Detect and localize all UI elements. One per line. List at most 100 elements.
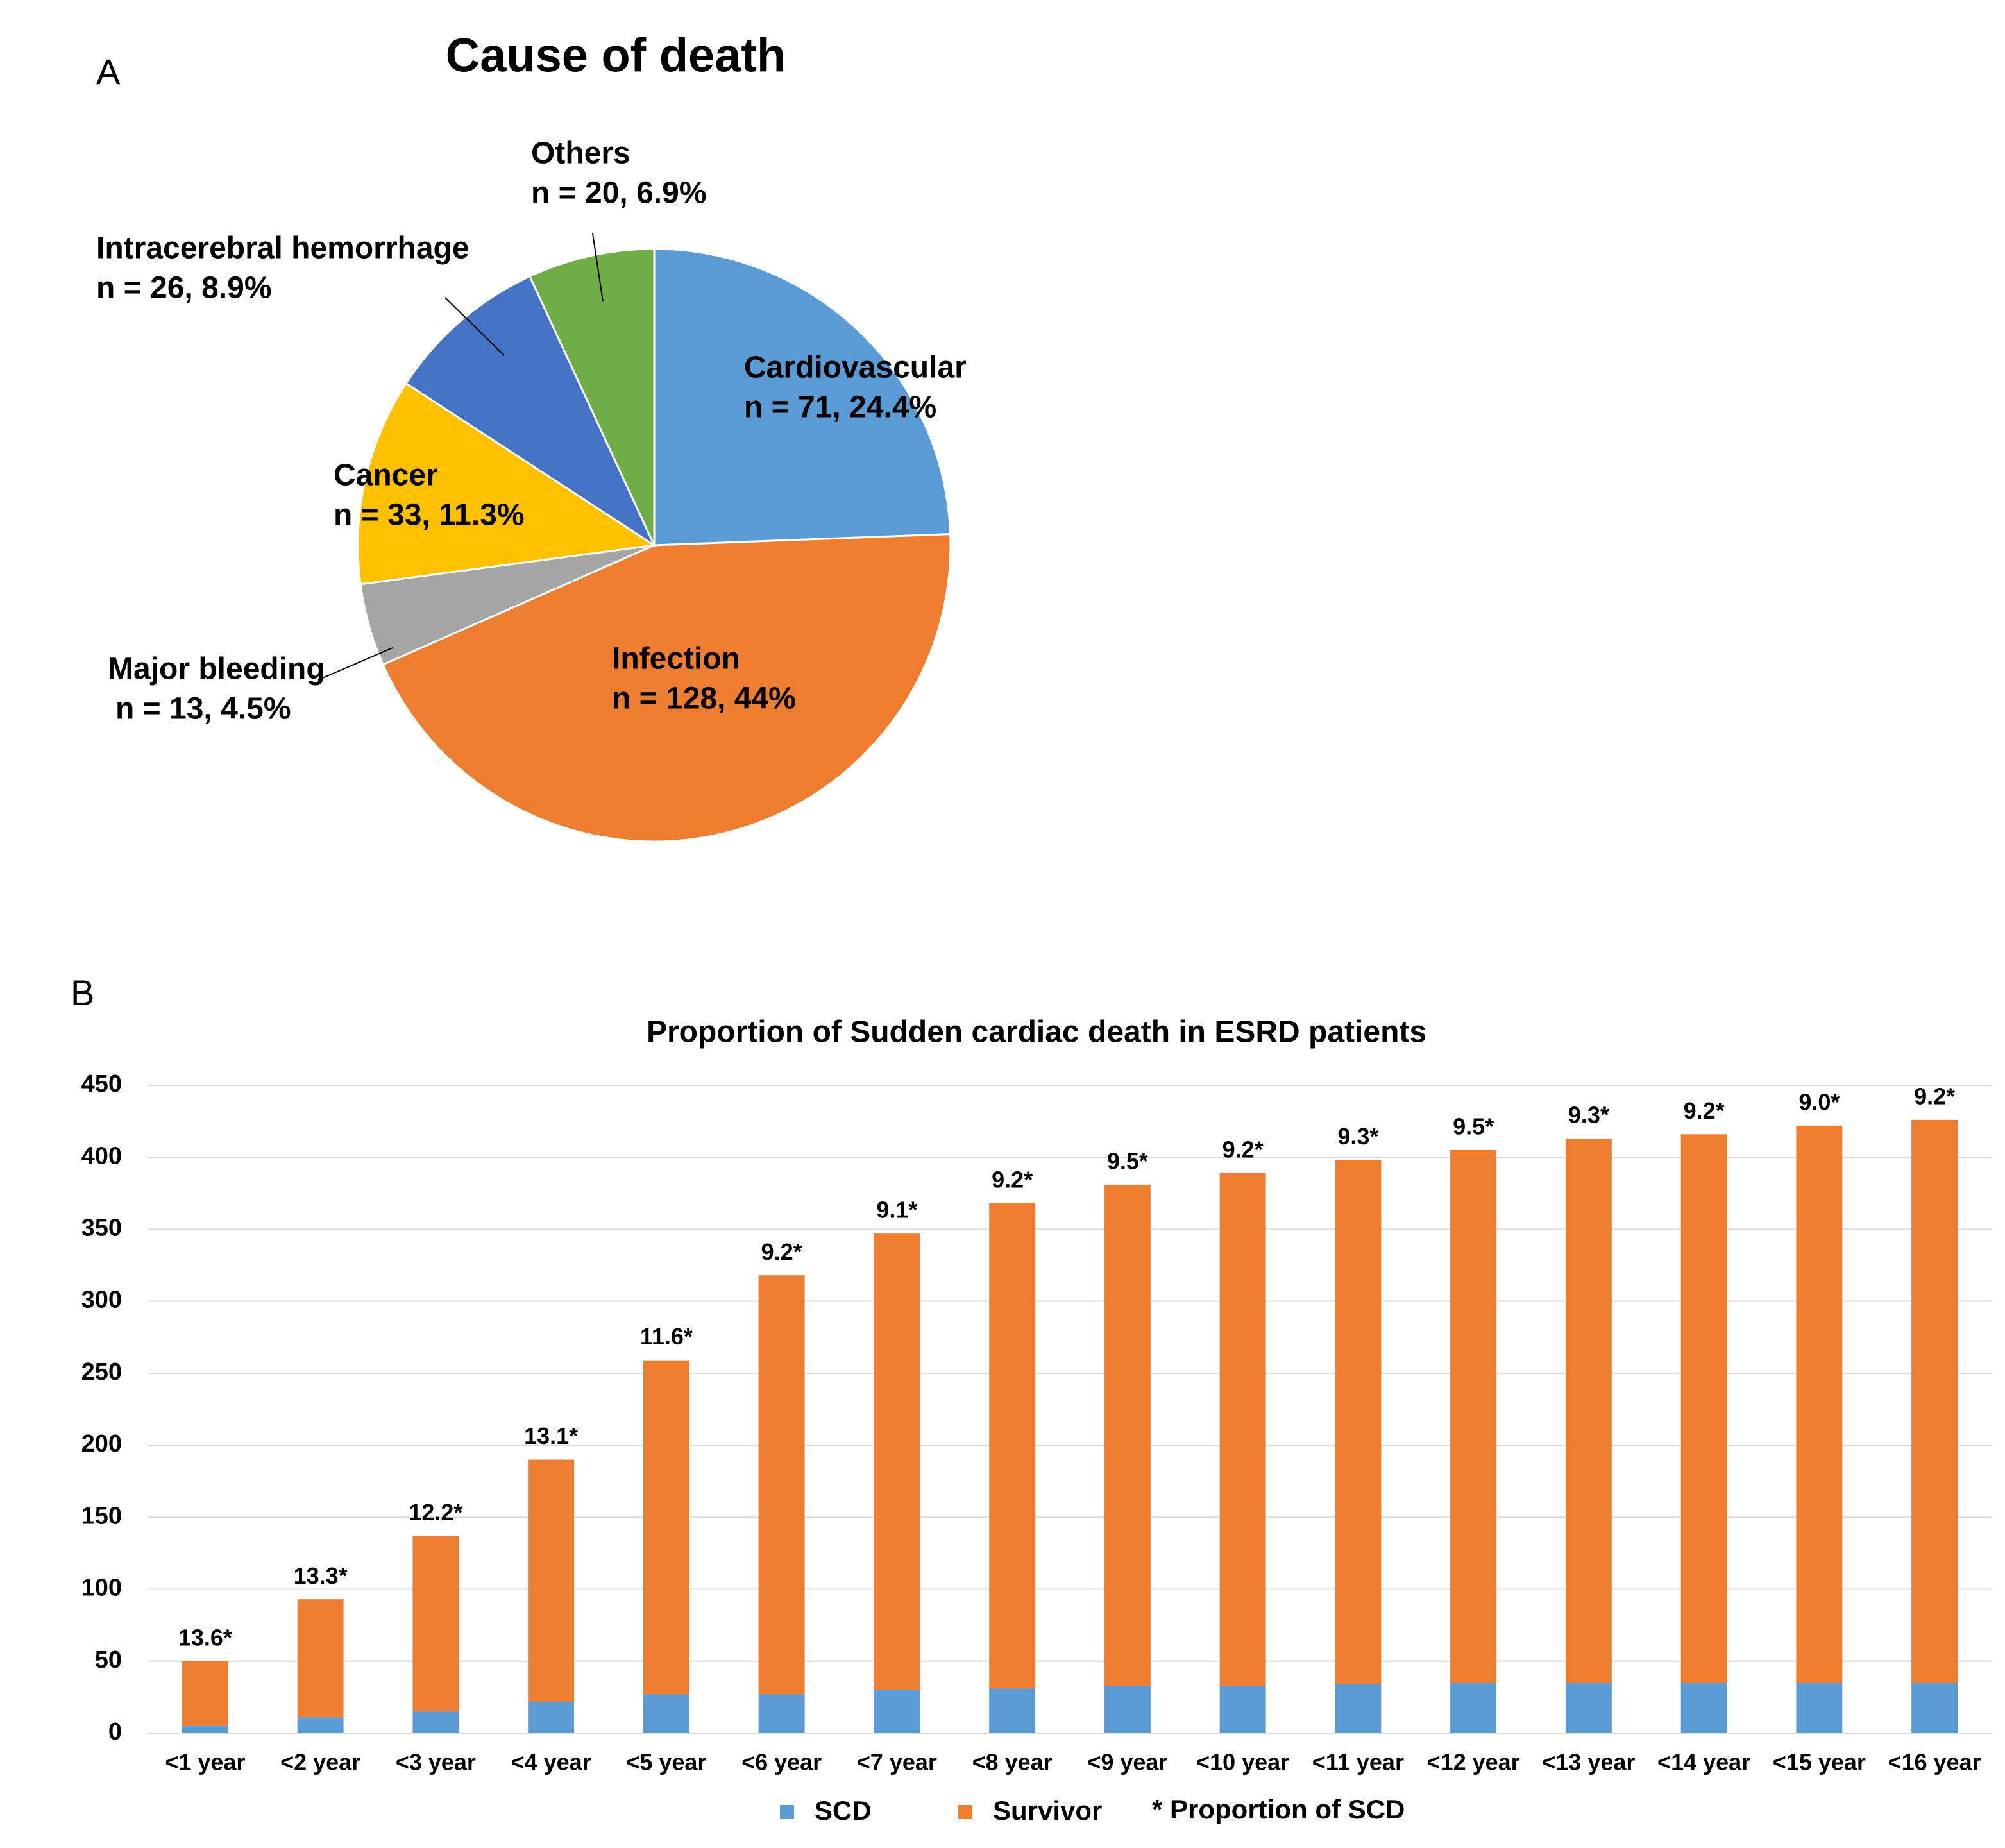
bar-segment xyxy=(1219,1685,1266,1733)
y-tick-label: 450 xyxy=(81,1071,122,1098)
bar-annotation: 9.2* xyxy=(992,1167,1033,1193)
x-tick-label: <7 year xyxy=(857,1749,937,1776)
x-tick-label: <16 year xyxy=(1888,1749,1981,1776)
slice-label: Intracerebral hemorrhage xyxy=(96,232,470,266)
bar-segment xyxy=(412,1536,459,1712)
bar-annotation: 11.6* xyxy=(640,1323,693,1350)
slice-label: Others xyxy=(531,137,630,171)
bar-segment xyxy=(758,1275,805,1695)
x-tick-label: <6 year xyxy=(741,1749,822,1776)
y-tick-label: 400 xyxy=(81,1142,122,1169)
bar-annotation: 9.2* xyxy=(761,1239,802,1265)
bar-annotation: 13.6* xyxy=(178,1624,232,1650)
legend-label: Survivor xyxy=(993,1795,1102,1826)
panel-label: B xyxy=(71,972,94,1013)
legend-swatch xyxy=(958,1805,972,1819)
x-tick-label: <3 year xyxy=(396,1749,476,1776)
y-tick-label: 250 xyxy=(81,1359,122,1386)
bar-segment xyxy=(297,1599,344,1718)
bar-annotation: 9.2* xyxy=(1222,1136,1264,1162)
bar-segment xyxy=(758,1694,805,1733)
bar-annotation: 12.2* xyxy=(409,1499,462,1525)
y-tick-label: 50 xyxy=(95,1647,122,1674)
x-tick-label: <8 year xyxy=(972,1749,1053,1776)
panel-label: A xyxy=(96,51,121,92)
bar-segment xyxy=(874,1233,920,1690)
x-tick-label: <15 year xyxy=(1773,1749,1866,1776)
chart-title: Cause of death xyxy=(446,29,786,82)
bar-segment xyxy=(1219,1173,1266,1686)
slice-value-label: n = 26, 8.9% xyxy=(96,271,272,305)
bar-segment xyxy=(1335,1684,1382,1733)
x-tick-label: <2 year xyxy=(280,1749,360,1776)
legend-swatch xyxy=(780,1805,794,1819)
bar-segment xyxy=(1680,1134,1727,1683)
bar-segment xyxy=(182,1725,228,1733)
leader-line xyxy=(317,647,393,681)
bar-annotation: 9.2* xyxy=(1914,1083,1955,1109)
y-tick-label: 300 xyxy=(81,1287,122,1314)
bar-annotation: 9.0* xyxy=(1798,1089,1840,1115)
bar-segment xyxy=(643,1694,689,1733)
slice-value-label: n = 13, 4.5% xyxy=(115,692,291,726)
bar-annotation: 9.2* xyxy=(1684,1098,1725,1124)
bar-segment xyxy=(643,1360,689,1695)
bar-segment xyxy=(1450,1683,1497,1733)
chart-title: Proportion of Sudden cardiac death in ES… xyxy=(647,1015,1426,1049)
pie-slice xyxy=(528,248,656,546)
slice-value-label: n = 33, 11.3% xyxy=(334,498,525,532)
bar-segment xyxy=(989,1203,1036,1689)
pie-slice xyxy=(653,248,952,547)
leader-line xyxy=(444,297,505,356)
slice-value-label: n = 20, 6.9% xyxy=(531,176,707,210)
slice-label: Infection xyxy=(612,642,740,676)
bar-segment xyxy=(989,1688,1036,1733)
legend-note: * Proportion of SCD xyxy=(1152,1794,1405,1824)
pie-slice xyxy=(404,275,657,548)
bar-segment xyxy=(1911,1683,1958,1733)
bar-annotation: 9.1* xyxy=(876,1197,917,1223)
bar-segment xyxy=(412,1711,459,1733)
bar-segment xyxy=(1450,1150,1497,1683)
x-tick-label: <13 year xyxy=(1542,1749,1635,1776)
bar-segment xyxy=(1796,1125,1843,1683)
y-tick-label: 0 xyxy=(108,1718,122,1745)
bar-annotation: 9.3* xyxy=(1568,1102,1609,1128)
bar-segment xyxy=(528,1701,575,1733)
slice-value-label: n = 128, 44% xyxy=(612,682,796,716)
bar-annotation: 13.1* xyxy=(524,1423,578,1449)
bar-annotation: 13.3* xyxy=(294,1563,348,1589)
slice-label: Cancer xyxy=(334,459,438,493)
bar-segment xyxy=(874,1690,920,1733)
bar-segment xyxy=(1565,1139,1612,1683)
x-tick-label: <9 year xyxy=(1087,1749,1167,1776)
bar-annotation: 9.3* xyxy=(1337,1123,1378,1149)
bar-segment xyxy=(1796,1683,1843,1733)
bar-segment xyxy=(528,1459,575,1702)
y-tick-label: 350 xyxy=(81,1214,122,1241)
bar-annotation: 9.5* xyxy=(1453,1114,1494,1140)
slice-value-label: n = 71, 24.4% xyxy=(744,391,936,425)
x-tick-label: <11 year xyxy=(1312,1749,1404,1776)
x-tick-label: <14 year xyxy=(1657,1749,1750,1776)
y-tick-label: 100 xyxy=(81,1575,122,1602)
y-tick-label: 150 xyxy=(81,1502,122,1529)
bar-segment xyxy=(1565,1683,1612,1733)
slice-label: Cardiovascular xyxy=(744,351,967,385)
bar-segment xyxy=(1104,1184,1151,1686)
bar-segment xyxy=(182,1661,228,1726)
x-tick-label: <12 year xyxy=(1427,1749,1520,1776)
slice-label: Major bleeding xyxy=(108,652,325,686)
bar-segment xyxy=(1104,1685,1151,1733)
pie-slice xyxy=(357,382,657,586)
x-tick-label: <1 year xyxy=(165,1749,245,1776)
bar-segment xyxy=(1911,1119,1958,1683)
legend-label: SCD xyxy=(815,1795,872,1826)
bar-annotation: 9.5* xyxy=(1107,1148,1148,1174)
bar-segment xyxy=(1335,1160,1382,1684)
y-tick-label: 200 xyxy=(81,1430,122,1457)
x-tick-label: <4 year xyxy=(511,1749,591,1776)
x-tick-label: <5 year xyxy=(626,1749,706,1776)
pie-slice xyxy=(382,533,952,843)
